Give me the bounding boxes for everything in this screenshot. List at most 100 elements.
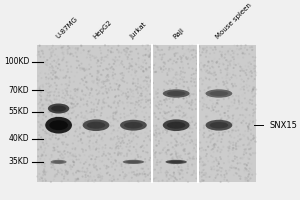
Point: [61, 58, 66, 61]
Point: [162, 92, 167, 95]
Point: [160, 137, 164, 140]
Point: [196, 175, 201, 178]
Point: [65, 123, 70, 126]
Point: [195, 75, 200, 78]
Point: [232, 150, 237, 153]
Point: [136, 164, 141, 167]
Point: [146, 53, 150, 56]
Point: [214, 85, 219, 88]
Point: [245, 125, 250, 128]
Point: [67, 81, 72, 84]
Point: [224, 85, 229, 88]
Point: [202, 162, 207, 165]
Point: [105, 116, 110, 120]
Point: [133, 82, 138, 85]
Point: [128, 97, 133, 101]
Point: [176, 106, 181, 109]
Point: [162, 110, 167, 114]
Point: [244, 177, 249, 180]
Point: [68, 48, 73, 51]
Point: [192, 157, 197, 161]
Point: [116, 152, 121, 155]
Point: [92, 180, 97, 183]
Point: [205, 106, 209, 109]
Point: [249, 46, 254, 49]
Point: [248, 171, 253, 174]
Point: [193, 98, 198, 101]
Point: [179, 110, 184, 113]
Point: [148, 156, 153, 159]
Point: [225, 51, 230, 54]
Point: [73, 94, 78, 97]
Point: [143, 95, 148, 98]
Point: [91, 120, 96, 123]
Point: [110, 147, 114, 150]
Point: [234, 148, 239, 151]
Point: [230, 49, 235, 52]
Point: [181, 71, 185, 74]
Point: [112, 62, 116, 65]
Point: [196, 50, 201, 53]
Point: [130, 60, 135, 63]
Point: [164, 170, 169, 173]
Point: [128, 145, 133, 148]
Ellipse shape: [82, 119, 109, 131]
Point: [178, 128, 182, 131]
Point: [42, 56, 46, 59]
Point: [148, 171, 153, 174]
Point: [181, 107, 186, 110]
Point: [48, 138, 53, 141]
Point: [110, 88, 115, 92]
Point: [116, 94, 121, 97]
Point: [238, 88, 243, 91]
Point: [149, 167, 154, 170]
Point: [232, 82, 237, 85]
Point: [119, 93, 124, 96]
Point: [208, 139, 213, 143]
Point: [76, 114, 80, 117]
Point: [187, 135, 192, 138]
Point: [243, 133, 248, 136]
Point: [71, 163, 76, 167]
Point: [94, 106, 99, 109]
Point: [149, 129, 154, 132]
Point: [226, 116, 231, 119]
Point: [215, 88, 220, 91]
Point: [42, 169, 46, 173]
Point: [148, 79, 153, 82]
Point: [174, 125, 178, 128]
Point: [62, 162, 67, 166]
Point: [209, 90, 214, 93]
Point: [219, 118, 224, 121]
Point: [84, 102, 89, 106]
Point: [211, 60, 216, 63]
Point: [122, 130, 127, 134]
Point: [185, 163, 190, 166]
Point: [65, 121, 70, 124]
Point: [223, 130, 227, 133]
Point: [160, 114, 165, 118]
Point: [217, 134, 222, 137]
Point: [161, 147, 166, 150]
Point: [131, 124, 136, 127]
Point: [181, 114, 186, 117]
Point: [136, 77, 140, 81]
Point: [212, 142, 217, 146]
Point: [220, 45, 225, 49]
Point: [204, 70, 208, 73]
Point: [102, 59, 106, 62]
Point: [45, 58, 50, 62]
Point: [169, 162, 174, 166]
Point: [215, 140, 220, 143]
Point: [202, 99, 207, 102]
Point: [70, 97, 75, 100]
Point: [207, 78, 212, 81]
Point: [102, 97, 106, 100]
Point: [200, 69, 204, 73]
Point: [230, 119, 235, 122]
Point: [35, 79, 40, 83]
Point: [82, 120, 87, 123]
Point: [215, 138, 220, 141]
Point: [171, 97, 176, 101]
Point: [52, 149, 57, 152]
